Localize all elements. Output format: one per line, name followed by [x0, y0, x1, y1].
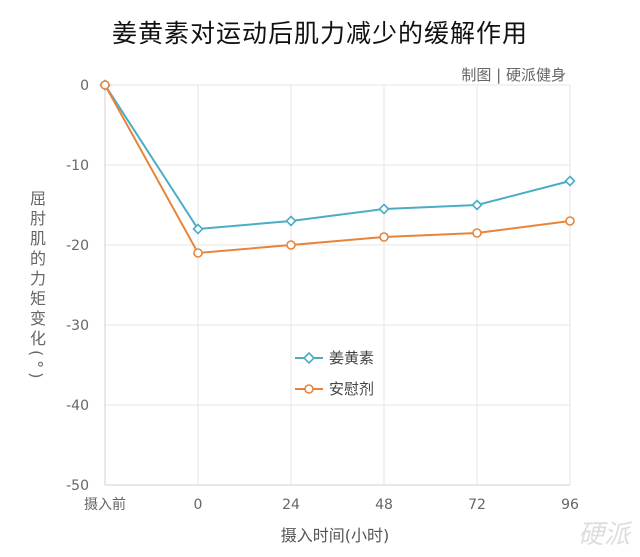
y-tick-label: -40 [66, 398, 89, 414]
y-axis-label: 屈肘肌的力矩变化(°) [27, 190, 46, 383]
series-line-curcumin [104, 84, 571, 231]
x-tick-label: 72 [468, 497, 486, 513]
data-point-curcumin [564, 175, 576, 187]
data-point-curcumin [378, 203, 390, 215]
y-tick-label: -20 [66, 238, 89, 254]
data-point-placebo [379, 232, 389, 242]
y-tick-label: 0 [80, 78, 89, 94]
x-tick-label: 0 [194, 497, 203, 513]
x-tick-label: 24 [282, 497, 300, 513]
data-point-curcumin [285, 215, 297, 227]
series-line-placebo [104, 84, 571, 255]
chart-title: 姜黄素对运动后肌力减少的缓解作用 [111, 19, 528, 48]
legend-marker-placebo [295, 383, 323, 394]
chart-credit: 制图 | 硬派健身 [461, 66, 566, 84]
chart-legend: 姜黄素 安慰剂 [295, 342, 374, 404]
legend-label-placebo: 安慰剂 [329, 380, 375, 398]
data-point-placebo [286, 240, 296, 250]
data-point-placebo [565, 216, 575, 226]
x-tick-label: 48 [375, 497, 393, 513]
data-point-placebo [193, 248, 203, 258]
legend-item-placebo: 安慰剂 [295, 373, 374, 404]
x-tick-label: 96 [561, 497, 579, 513]
y-tick-label: -30 [66, 318, 89, 334]
y-tick-label: -50 [66, 478, 89, 494]
watermark-logo: 硬派 [577, 520, 630, 550]
legend-item-curcumin: 姜黄素 [295, 342, 374, 373]
legend-marker-curcumin [295, 351, 323, 364]
x-tick-label: 摄入前 [84, 496, 126, 513]
data-point-placebo [100, 80, 110, 90]
data-point-placebo [472, 228, 482, 238]
y-tick-label: -10 [66, 158, 89, 174]
data-point-curcumin [471, 199, 483, 211]
x-axis-label: 摄入时间(小时) [280, 526, 390, 545]
data-point-curcumin [192, 223, 204, 235]
legend-label-curcumin: 姜黄素 [329, 349, 375, 367]
